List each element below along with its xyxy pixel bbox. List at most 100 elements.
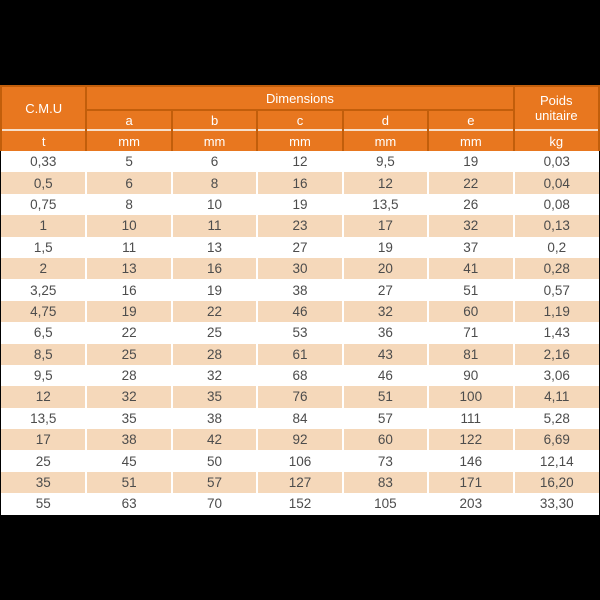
table-cell: 25 <box>170 322 259 344</box>
table-cell: 46 <box>341 364 430 387</box>
table-cell: 12 <box>1 386 88 408</box>
table-cell: 32 <box>85 386 173 408</box>
table-cell: 50 <box>170 450 259 472</box>
table-cell: 27 <box>341 279 430 301</box>
table-cell: 90 <box>427 364 515 387</box>
spec-table: C.M.U Dimensions Poids unitaire a b c d … <box>0 85 600 515</box>
table-cell: 61 <box>256 343 344 365</box>
table-cell: 35 <box>1 471 88 494</box>
table-cell: 60 <box>341 429 430 451</box>
table-cell: 16 <box>85 279 173 301</box>
col-header-e: e <box>427 109 515 130</box>
col-header-a: a <box>85 109 173 130</box>
table-cell: 16 <box>170 257 259 280</box>
table-cell: 32 <box>427 215 515 237</box>
table-cell: 6 <box>85 172 173 194</box>
table-cell: 1 <box>1 215 88 237</box>
table-cell: 20 <box>341 257 430 280</box>
table-row: 13,5 35 38 84 57 111 5,28 <box>1 407 599 430</box>
table-cell: 1,43 <box>512 322 599 344</box>
unit-poids: kg <box>512 129 600 151</box>
col-header-cmu: C.M.U <box>0 85 88 130</box>
table-cell: 51 <box>427 279 515 301</box>
table-cell: 60 <box>427 300 515 323</box>
table-cell: 28 <box>85 364 173 387</box>
header-row-units: t mm mm mm mm mm kg <box>0 129 600 151</box>
table-cell: 11 <box>170 215 259 237</box>
table-cell: 35 <box>170 386 259 408</box>
table-cell: 16 <box>256 172 344 194</box>
col-header-b: b <box>170 109 259 130</box>
col-header-dimensions: Dimensions <box>85 85 515 110</box>
table-cell: 13,5 <box>1 407 88 430</box>
table-cell: 53 <box>256 322 344 344</box>
table-cell: 0,75 <box>1 193 88 216</box>
table-row: 0,5 6 8 16 12 22 0,04 <box>1 172 599 194</box>
table-cell: 43 <box>341 343 430 365</box>
table-cell: 8 <box>170 172 259 194</box>
table-cell: 30 <box>256 257 344 280</box>
table-cell: 76 <box>256 386 344 408</box>
table-cell: 32 <box>170 364 259 387</box>
table-cell: 13,5 <box>341 193 430 216</box>
header-row-dim-letters: a b c d e <box>1 109 599 130</box>
table-cell: 9,5 <box>1 364 88 387</box>
table-cell: 71 <box>427 322 515 344</box>
table-cell: 73 <box>341 450 430 472</box>
table-cell: 0,57 <box>512 279 599 301</box>
table-cell: 13 <box>85 257 173 280</box>
table-cell: 17 <box>341 215 430 237</box>
table-cell: 19 <box>341 236 430 258</box>
table-cell: 51 <box>341 386 430 408</box>
table-cell: 81 <box>427 343 515 365</box>
table-cell: 6,5 <box>1 322 88 344</box>
table-cell: 6 <box>170 151 259 173</box>
table-cell: 2 <box>1 257 88 280</box>
table-cell: 2,16 <box>512 343 599 365</box>
table-row: 17 38 42 92 60 122 6,69 <box>1 429 599 451</box>
table-cell: 3,06 <box>512 364 599 387</box>
table-cell: 46 <box>256 300 344 323</box>
table-cell: 1,19 <box>512 300 599 323</box>
table-cell: 32 <box>341 300 430 323</box>
table-cell: 25 <box>1 450 88 472</box>
table-cell: 16,20 <box>512 471 599 494</box>
table-cell: 111 <box>427 407 515 430</box>
table-cell: 0,5 <box>1 172 88 194</box>
table-cell: 0,03 <box>512 151 599 173</box>
table-cell: 22 <box>427 172 515 194</box>
table-row: 1 10 11 23 17 32 0,13 <box>1 215 599 237</box>
table-cell: 83 <box>341 471 430 494</box>
table-row: 12 32 35 76 51 100 4,11 <box>1 386 599 408</box>
table-cell: 38 <box>170 407 259 430</box>
table-cell: 100 <box>427 386 515 408</box>
unit-a: mm <box>85 129 173 151</box>
table-cell: 17 <box>1 429 88 451</box>
table-cell: 0,08 <box>512 193 599 216</box>
header-row-groups: C.M.U Dimensions Poids unitaire <box>0 85 600 130</box>
table-cell: 42 <box>170 429 259 451</box>
table-row: 2 13 16 30 20 41 0,28 <box>1 257 599 280</box>
table-cell: 45 <box>85 450 173 472</box>
table-cell: 23 <box>256 215 344 237</box>
table-cell: 55 <box>1 493 88 515</box>
table-row: 4,75 19 22 46 32 60 1,19 <box>1 300 599 323</box>
table-cell: 68 <box>256 364 344 387</box>
table-cell: 13 <box>170 236 259 258</box>
table-cell: 6,69 <box>512 429 599 451</box>
table-cell: 27 <box>256 236 344 258</box>
table-cell: 37 <box>427 236 515 258</box>
table-cell: 19 <box>170 279 259 301</box>
table-cell: 22 <box>85 322 173 344</box>
table-cell: 51 <box>85 471 173 494</box>
table-cell: 0,28 <box>512 257 599 280</box>
table-row: 55 63 70 152 105 203 33,30 <box>1 493 599 515</box>
table-cell: 19 <box>256 193 344 216</box>
table-cell: 0,2 <box>512 236 599 258</box>
table-cell: 35 <box>85 407 173 430</box>
table-cell: 19 <box>427 151 515 173</box>
table-cell: 28 <box>170 343 259 365</box>
table-cell: 12 <box>256 151 344 173</box>
table-cell: 70 <box>170 493 259 515</box>
